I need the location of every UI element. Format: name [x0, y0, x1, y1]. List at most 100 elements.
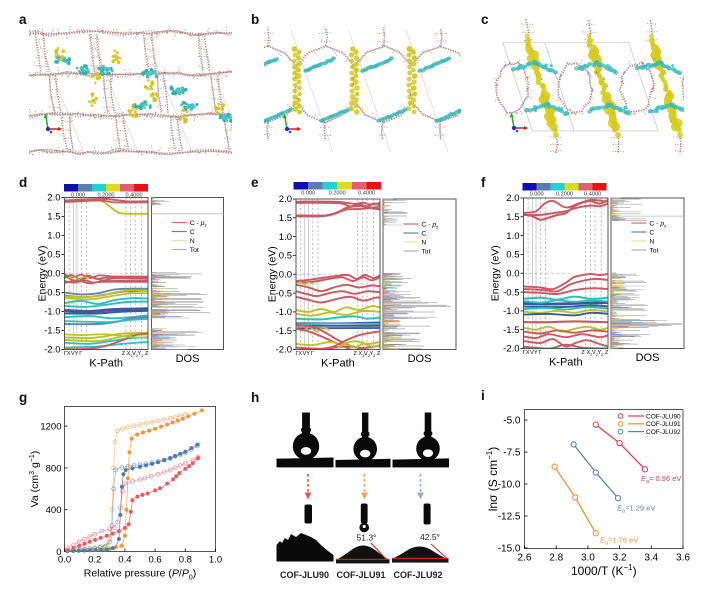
- svg-text:Z: Z: [145, 351, 149, 357]
- svg-text:-10.0: -10.0: [498, 480, 521, 491]
- svg-text:0.2000: 0.2000: [329, 191, 346, 197]
- svg-text:Tot: Tot: [421, 248, 430, 255]
- svg-text:2.0: 2.0: [279, 194, 292, 205]
- svg-text:COF-JLU92: COF-JLU92: [646, 429, 681, 436]
- svg-text:-1.0: -1.0: [44, 307, 60, 318]
- svg-text:N: N: [190, 238, 195, 245]
- svg-text:Y: Y: [534, 350, 538, 356]
- svg-text:Z: Z: [122, 351, 126, 357]
- svg-text:0.2: 0.2: [88, 555, 101, 566]
- svg-text:X2: X2: [127, 351, 134, 358]
- svg-text:-1.0: -1.0: [276, 307, 292, 318]
- svg-text:X: X: [526, 350, 530, 356]
- svg-text:V2: V2: [132, 351, 139, 358]
- svg-text:Y2: Y2: [138, 351, 145, 358]
- svg-text:V: V: [303, 351, 307, 357]
- svg-text:Va (cm3 g−1): Va (cm3 g−1): [29, 451, 41, 508]
- svg-text:C - pz: C - pz: [421, 221, 439, 229]
- svg-text:0.4000: 0.4000: [584, 192, 601, 198]
- svg-text:-15.0: -15.0: [498, 543, 521, 554]
- svg-text:N: N: [649, 238, 654, 245]
- svg-text:Γ: Γ: [79, 351, 82, 357]
- svg-text:K-Path: K-Path: [321, 358, 355, 370]
- svg-text:COF-JLU90: COF-JLU90: [280, 570, 329, 580]
- svg-text:-0.5: -0.5: [503, 287, 519, 298]
- svg-text:-12.5: -12.5: [498, 512, 521, 523]
- svg-text:51.3°: 51.3°: [357, 533, 377, 543]
- svg-text:DOS: DOS: [408, 353, 432, 365]
- svg-text:-7.5: -7.5: [503, 448, 521, 459]
- svg-text:0.8: 0.8: [179, 555, 192, 566]
- svg-text:C - pz: C - pz: [190, 220, 208, 228]
- svg-text:0.000: 0.000: [71, 193, 85, 199]
- svg-text:Tot: Tot: [649, 247, 658, 254]
- svg-text:3.4: 3.4: [644, 553, 658, 564]
- svg-text:-2.0: -2.0: [44, 345, 60, 356]
- svg-text:V2: V2: [592, 350, 599, 357]
- svg-text:C: C: [421, 230, 426, 237]
- svg-text:lnσ (S cm−1): lnσ (S cm−1): [485, 447, 500, 512]
- svg-text:1.0: 1.0: [47, 231, 60, 242]
- svg-text:Z: Z: [354, 351, 358, 357]
- svg-text:g: g: [19, 390, 27, 405]
- svg-text:Γ: Γ: [295, 351, 298, 357]
- svg-text:0.000: 0.000: [530, 192, 544, 198]
- svg-text:Ea= 0.96 eV: Ea= 0.96 eV: [641, 474, 681, 485]
- svg-text:COF-JLU91: COF-JLU91: [336, 570, 385, 580]
- svg-text:X2: X2: [586, 350, 593, 357]
- svg-text:-1.5: -1.5: [44, 326, 60, 337]
- svg-text:2.0: 2.0: [506, 193, 519, 204]
- svg-text:COF-JLU91: COF-JLU91: [646, 421, 681, 428]
- svg-text:0: 0: [56, 547, 61, 558]
- svg-text:800: 800: [46, 463, 62, 474]
- svg-text:C: C: [190, 229, 195, 236]
- svg-text:COF-JLU90: COF-JLU90: [646, 413, 681, 420]
- svg-text:X: X: [67, 351, 71, 357]
- svg-text:1.5: 1.5: [506, 212, 519, 223]
- svg-text:Γ: Γ: [64, 351, 67, 357]
- svg-text:Energy (eV): Energy (eV): [490, 245, 502, 301]
- svg-text:V: V: [71, 351, 75, 357]
- svg-text:2.6: 2.6: [518, 553, 532, 564]
- svg-text:Y2: Y2: [597, 350, 604, 357]
- svg-text:Γ: Γ: [538, 350, 541, 356]
- svg-text:3.6: 3.6: [676, 553, 690, 564]
- svg-text:COF-JLU92: COF-JLU92: [393, 570, 442, 580]
- svg-text:K-Path: K-Path: [89, 358, 123, 370]
- svg-text:-1.5: -1.5: [276, 326, 292, 337]
- svg-text:0.6: 0.6: [148, 555, 161, 566]
- svg-text:V2: V2: [364, 351, 371, 358]
- svg-text:V: V: [530, 350, 534, 356]
- svg-text:0.0: 0.0: [47, 269, 60, 280]
- svg-text:N: N: [421, 239, 426, 246]
- svg-text:Relative pressure (P/P0): Relative pressure (P/P0): [84, 568, 196, 582]
- svg-text:a: a: [19, 12, 27, 27]
- svg-text:-0.5: -0.5: [276, 288, 292, 299]
- svg-text:42.5°: 42.5°: [420, 532, 440, 542]
- svg-text:Z: Z: [581, 350, 585, 356]
- svg-text:Ea=1.76 eV: Ea=1.76 eV: [600, 536, 638, 547]
- svg-text:Y2: Y2: [369, 351, 376, 358]
- svg-text:1.5: 1.5: [279, 213, 292, 224]
- svg-text:1000/T (K−1): 1000/T (K−1): [571, 563, 637, 578]
- svg-text:1200: 1200: [40, 422, 61, 433]
- svg-text:-2.0: -2.0: [503, 344, 519, 355]
- svg-text:Tot: Tot: [190, 247, 199, 254]
- svg-text:0.4000: 0.4000: [126, 193, 143, 199]
- svg-text:Energy (eV): Energy (eV): [37, 245, 49, 301]
- svg-text:1.5: 1.5: [47, 212, 60, 223]
- svg-text:b: b: [251, 12, 259, 27]
- svg-text:0.4: 0.4: [118, 555, 131, 566]
- svg-text:C - pz: C - pz: [649, 220, 667, 228]
- svg-text:e: e: [251, 175, 259, 190]
- svg-text:1.0: 1.0: [279, 232, 292, 243]
- svg-text:K-Path: K-Path: [549, 357, 583, 369]
- svg-text:0.5: 0.5: [279, 251, 292, 262]
- svg-text:f: f: [481, 175, 486, 190]
- svg-text:0.2000: 0.2000: [556, 192, 573, 198]
- svg-text:2.8: 2.8: [549, 553, 563, 564]
- svg-text:0.5: 0.5: [506, 250, 519, 261]
- svg-text:Z: Z: [377, 351, 381, 357]
- svg-text:-1.0: -1.0: [503, 306, 519, 317]
- svg-text:X2: X2: [359, 351, 366, 358]
